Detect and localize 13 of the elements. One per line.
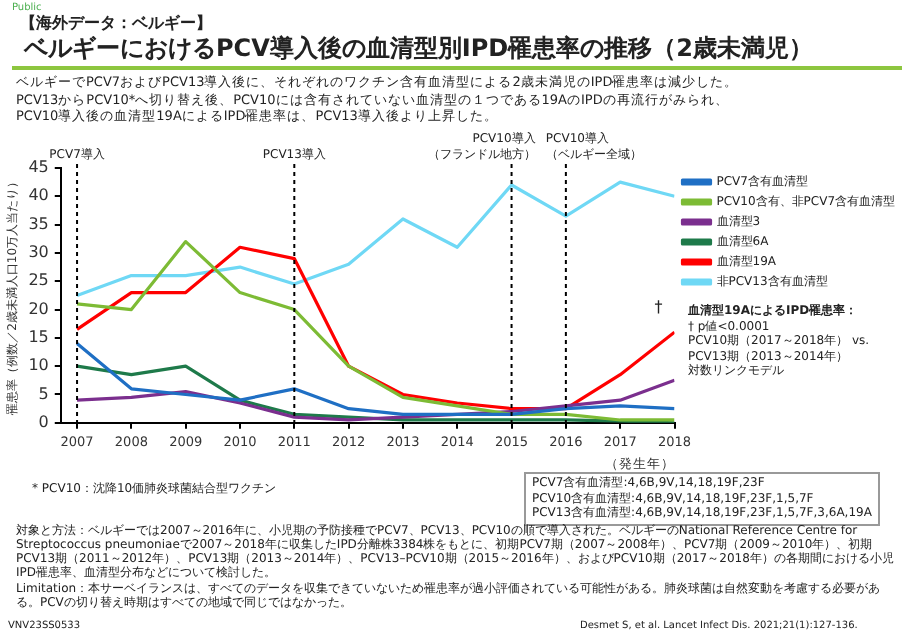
y-tick-label: 30 xyxy=(28,243,49,262)
y-tick-label: 5 xyxy=(38,384,49,403)
y-tick-label: 0 xyxy=(38,412,49,431)
y-tick-label: 40 xyxy=(28,186,49,205)
y-tick-label: 25 xyxy=(28,271,49,290)
y-tick-label: 20 xyxy=(28,299,49,318)
y-tick-label: 10 xyxy=(28,356,49,375)
chart-subtitle: 【海外データ：ベルギー】 xyxy=(20,12,212,34)
annotation: † xyxy=(654,298,663,317)
y-tick-label: 45 xyxy=(28,158,49,177)
y-tick-label: 15 xyxy=(28,328,49,347)
y-tick-label: 35 xyxy=(28,214,49,233)
chart-title: ベルギーにおけるPCV導入後の血清型別IPD罹患率の推移（2歳未満児） xyxy=(24,32,813,66)
